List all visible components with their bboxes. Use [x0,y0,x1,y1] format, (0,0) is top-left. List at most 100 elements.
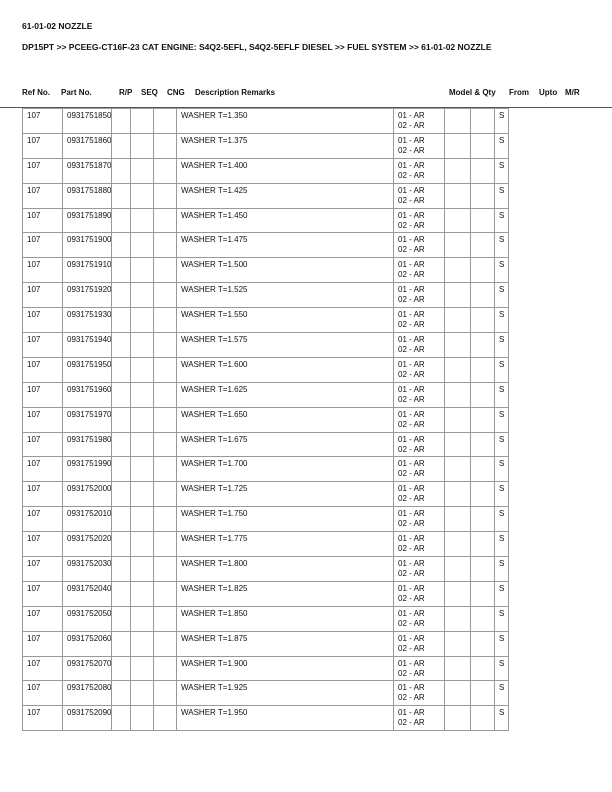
model-qty-line: 02 - AR [398,494,425,504]
mr-cell: S [494,531,509,558]
model-qty-line: 01 - AR [398,409,425,419]
upto-cell [470,580,495,607]
mr-cell: S [494,108,509,134]
ref-no-cell: 107 [22,232,63,259]
cng-cell [153,356,177,383]
blank-cell [509,532,598,557]
upto-cell [470,680,495,707]
model-qty-cell: 01 - AR 02 - AR [393,431,445,458]
model-qty-line: 02 - AR [398,693,425,703]
from-cell [444,531,471,558]
mr-cell: S [494,456,509,483]
model-qty-line: 01 - AR [398,683,425,693]
cng-cell [153,207,177,234]
upto-cell [470,157,495,184]
from-cell [444,506,471,533]
mr-cell: S [494,481,509,508]
model-qty-cell: 01 - AR 02 - AR [393,481,445,508]
model-qty-cell: 01 - AR 02 - AR [393,630,445,657]
model-qty-line: 01 - AR [398,708,425,718]
blank-cell [509,581,598,606]
rp-cell [111,207,131,234]
model-qty-line: 01 - AR [398,359,425,369]
ref-no-cell: 107 [22,108,63,134]
blank-cell [509,382,598,407]
mr-cell: S [494,132,509,159]
part-no-cell: 0931752090 [62,705,112,732]
blank-cell [509,656,598,681]
mr-cell: S [494,332,509,358]
blank-cell [509,109,598,134]
blank-cell [509,183,598,208]
seq-cell [130,232,154,259]
ref-no-cell: 107 [22,431,63,458]
upto-cell [470,630,495,657]
from-cell [444,456,471,483]
rp-cell [111,655,131,682]
mr-cell: S [494,431,509,458]
cng-cell [153,556,177,582]
model-qty-line: 01 - AR [398,608,425,618]
blank-cell [509,407,598,432]
from-cell [444,207,471,234]
col-mr: M/R [565,88,580,97]
blank-cell [509,482,598,507]
model-qty-line: 01 - AR [398,185,425,195]
from-cell [444,406,471,433]
from-cell [444,108,471,134]
blank-cell [509,681,598,706]
part-no-cell: 0931752080 [62,680,112,707]
model-qty-line: 02 - AR [398,170,425,180]
ref-no-cell: 107 [22,132,63,159]
part-no-cell: 0931751920 [62,282,112,309]
rp-cell [111,705,131,732]
description-cell: WASHER T=1.700 [176,456,394,483]
rp-cell [111,381,131,408]
description-cell: WASHER T=1.400 [176,157,394,184]
seq-cell [130,332,154,358]
seq-cell [130,307,154,334]
cng-cell [153,381,177,408]
seq-cell [130,157,154,184]
from-cell [444,655,471,682]
cng-cell [153,630,177,657]
from-cell [444,431,471,458]
cng-cell [153,332,177,358]
breadcrumb: DP15PT >> PCEEG-CT16F-23 CAT ENGINE: S4Q… [22,42,492,52]
rp-cell [111,182,131,209]
model-qty-cell: 01 - AR 02 - AR [393,356,445,383]
upto-cell [470,381,495,408]
model-qty-cell: 01 - AR 02 - AR [393,580,445,607]
col-upto: Upto [539,88,558,97]
mr-cell: S [494,307,509,334]
model-qty-cell: 01 - AR 02 - AR [393,132,445,159]
seq-cell [130,381,154,408]
model-qty-line: 02 - AR [398,270,425,280]
ref-no-cell: 107 [22,705,63,732]
upto-cell [470,531,495,558]
model-qty-line: 02 - AR [398,121,425,130]
blank-cell [509,308,598,333]
model-qty-cell: 01 - AR 02 - AR [393,232,445,259]
part-no-cell: 0931751910 [62,257,112,284]
seq-cell [130,655,154,682]
rp-cell [111,456,131,483]
ref-no-cell: 107 [22,381,63,408]
model-qty-cell: 01 - AR 02 - AR [393,655,445,682]
seq-cell [130,481,154,508]
col-rp: R/P [119,88,133,97]
description-cell: WASHER T=1.575 [176,332,394,358]
model-qty-cell: 01 - AR 02 - AR [393,157,445,184]
part-no-cell: 0931751980 [62,431,112,458]
part-no-cell: 0931751860 [62,132,112,159]
from-cell [444,556,471,582]
part-no-cell: 0931751870 [62,157,112,184]
from-cell [444,605,471,632]
table-row: 107 0931752080 WASHER T=1.925 01 - AR 02 - A… [22,680,598,707]
model-qty-line: 01 - AR [398,260,425,270]
rp-cell [111,481,131,508]
cng-cell [153,282,177,309]
description-cell: WASHER T=1.600 [176,356,394,383]
part-no-cell: 0931751850 [62,108,112,134]
part-no-cell: 0931751950 [62,356,112,383]
